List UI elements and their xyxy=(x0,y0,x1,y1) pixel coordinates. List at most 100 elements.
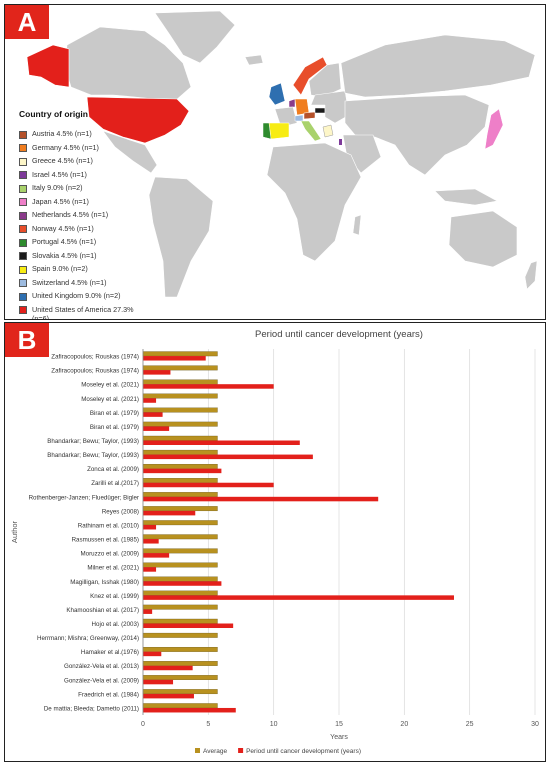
average-bar xyxy=(142,548,218,554)
average-bar xyxy=(142,421,218,427)
x-tick-label: 10 xyxy=(270,721,278,728)
period-bar xyxy=(143,595,454,600)
period-bar xyxy=(143,468,222,474)
category-label: Milner et al. (2021) xyxy=(87,565,139,572)
legend-label: Spain 9.0% (n=2) xyxy=(32,264,88,273)
legend-item: Switzerland 4.5% (n=1) xyxy=(19,277,139,287)
x-axis-label: Years xyxy=(330,734,348,741)
average-bar xyxy=(142,604,218,610)
legend-label: Israel 4.5% (n=1) xyxy=(32,169,87,179)
japan xyxy=(484,108,504,150)
average-bar xyxy=(142,703,218,709)
category-label: De mattia; Bleeda; Dametto (2011) xyxy=(44,705,139,712)
legend-label: Portugal 4.5% (n=1) xyxy=(32,237,97,246)
legend-label: Japan 4.5% (n=1) xyxy=(32,196,89,206)
portugal xyxy=(262,122,272,140)
period-bar xyxy=(143,553,170,558)
period-bar xyxy=(143,356,206,361)
legend-label: Germany 4.5% (n=1) xyxy=(32,142,99,152)
period-bar xyxy=(143,567,157,572)
x-tick-label: 25 xyxy=(466,721,474,728)
panel-a-label: A xyxy=(5,5,49,39)
legend-item: Italy 9.0% (n=2) xyxy=(19,183,139,193)
period-bar xyxy=(143,524,157,530)
average-bar xyxy=(142,407,218,413)
legend-item: United States of America 27.3% (n=6) xyxy=(19,305,139,319)
slovakia xyxy=(314,107,326,114)
legend-swatch xyxy=(19,279,27,287)
x-tick-label: 15 xyxy=(335,721,343,728)
greenland xyxy=(154,10,236,64)
period-bar xyxy=(143,581,222,586)
average-bar xyxy=(142,618,218,624)
alaska xyxy=(26,44,70,88)
netherlands xyxy=(288,98,296,108)
average-bar xyxy=(142,534,218,540)
legend-label: Norway 4.5% (n=1) xyxy=(32,223,94,233)
france xyxy=(274,106,298,128)
average-bar xyxy=(142,435,218,441)
legend-swatch xyxy=(19,130,27,139)
world-map xyxy=(26,10,538,298)
period-bar xyxy=(143,384,274,389)
new-zealand xyxy=(524,260,538,290)
period-bar xyxy=(143,454,313,460)
mexico xyxy=(102,130,158,174)
legend-label: Switzerland 4.5% (n=1) xyxy=(32,277,107,287)
category-label: Reyes (2008) xyxy=(102,508,139,515)
average-bar xyxy=(142,590,218,596)
indonesia xyxy=(434,188,498,206)
category-label: Herrmann; Mishra; Greenway, (2014) xyxy=(37,635,139,642)
panel-a-map: A xyxy=(4,4,546,320)
legend-entry: Period until cancer development (years) xyxy=(246,748,361,755)
legend-item: United Kingdom 9.0% (n=2) xyxy=(19,291,139,301)
legend-label: Netherlands 4.5% (n=1) xyxy=(32,210,109,219)
average-bar xyxy=(142,675,218,680)
bar-chart: Period until cancer development (years) 0… xyxy=(10,329,539,755)
period-bar xyxy=(143,623,234,629)
legend-swatch xyxy=(19,157,27,166)
israel xyxy=(339,139,342,145)
africa xyxy=(266,142,362,262)
period-bar xyxy=(143,482,274,488)
legend-swatch xyxy=(238,748,244,753)
category-label: Rothenberger-Janzen; Fluedüger; Bigler xyxy=(29,494,139,501)
italy xyxy=(300,120,322,142)
australia xyxy=(448,210,518,268)
period-bar xyxy=(143,609,153,614)
legend-swatch xyxy=(19,252,27,260)
period-bar xyxy=(143,539,159,544)
period-bar xyxy=(143,693,194,699)
russia xyxy=(340,34,536,98)
legend-label: Greece 4.5% (n=1) xyxy=(32,156,93,165)
madagascar xyxy=(352,214,362,236)
legend-swatch xyxy=(19,238,27,247)
legend-label: Italy 9.0% (n=2) xyxy=(32,183,83,192)
category-label: González-Vela et al. (2013) xyxy=(64,663,139,670)
map-legend: Country of origin Austria 4.5% (n=1) Germ… xyxy=(19,109,139,319)
legend-entry: Average xyxy=(203,748,227,755)
period-bar xyxy=(143,370,171,375)
average-bar xyxy=(142,506,218,512)
category-label: Bhandarkar; Bewu; Taylor, (1993) xyxy=(47,452,139,459)
usa xyxy=(86,96,190,144)
legend-swatch xyxy=(19,292,27,301)
switzerland xyxy=(294,114,304,122)
category-label: Fraedrich et al. (1984) xyxy=(78,691,139,698)
south-america xyxy=(148,176,214,298)
category-label: Rasmussen et al. (1985) xyxy=(72,537,139,544)
legend-item: Germany 4.5% (n=1) xyxy=(19,142,139,152)
category-label: Rathinam et al. (2010) xyxy=(78,522,139,529)
average-bar xyxy=(142,393,218,399)
category-label: Moseley et al. (2021) xyxy=(81,382,139,389)
period-bar xyxy=(143,651,162,657)
average-bar xyxy=(142,379,218,385)
average-bar xyxy=(142,661,218,666)
period-bar xyxy=(143,412,163,417)
legend-swatch xyxy=(19,144,27,152)
period-bar xyxy=(143,426,170,431)
legend-swatch xyxy=(19,306,27,314)
chart-title: Period until cancer development (years) xyxy=(255,329,423,340)
legend-label: Austria 4.5% (n=1) xyxy=(32,129,92,138)
period-bar xyxy=(143,707,236,713)
